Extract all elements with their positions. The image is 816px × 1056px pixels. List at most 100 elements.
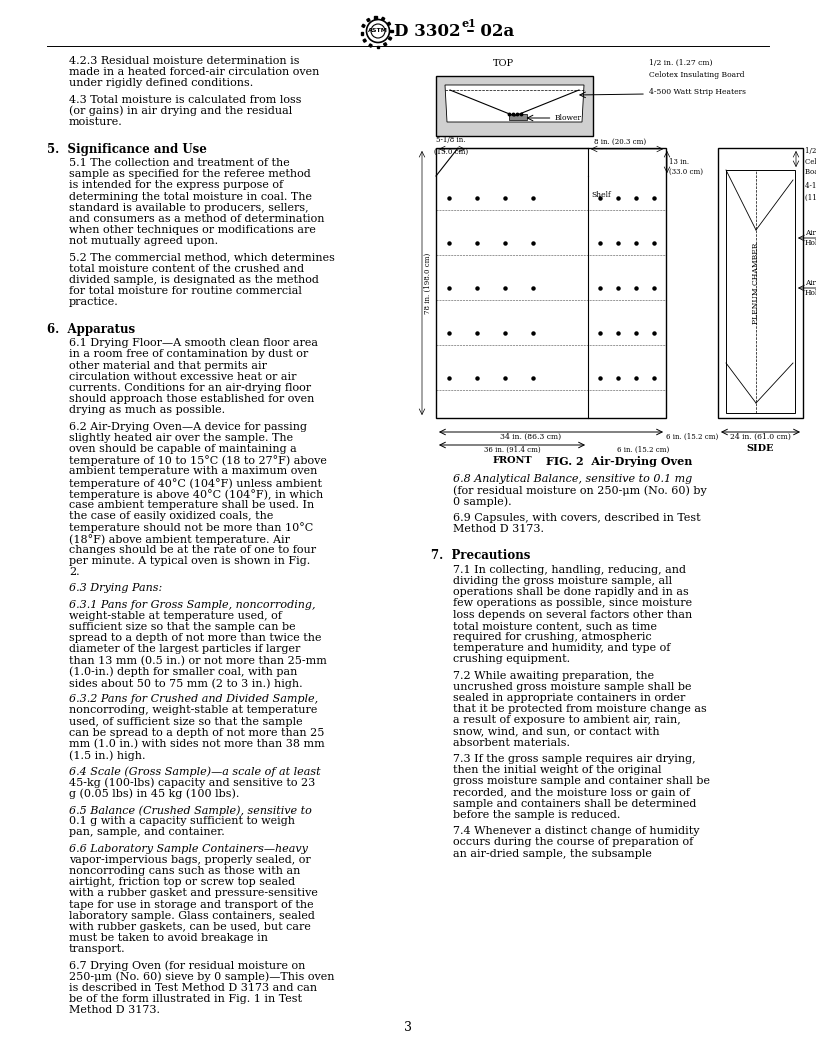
Text: 6.3.2 Pans for Crushed and Divided Sample,: 6.3.2 Pans for Crushed and Divided Sampl… [69, 694, 318, 704]
Text: 5-1/8 in.: 5-1/8 in. [437, 136, 466, 144]
Text: diameter of the largest particles if larger: diameter of the largest particles if lar… [69, 644, 300, 655]
Text: changes should be at the rate of one to four: changes should be at the rate of one to … [69, 545, 316, 554]
Text: per minute. A typical oven is shown in Fig.: per minute. A typical oven is shown in F… [69, 557, 310, 566]
Text: and consumers as a method of determination: and consumers as a method of determinati… [69, 214, 325, 224]
Text: 7.  Precautions: 7. Precautions [431, 549, 530, 563]
Bar [388, 22, 391, 25]
Text: before the sample is reduced.: before the sample is reduced. [453, 810, 620, 819]
Text: must be taken to avoid breakage in: must be taken to avoid breakage in [69, 934, 268, 943]
Text: standard is available to producers, sellers,: standard is available to producers, sell… [69, 203, 308, 212]
Text: 6.7 Drying Oven (for residual moisture on: 6.7 Drying Oven (for residual moisture o… [69, 961, 305, 972]
Text: case ambient temperature shall be used. In: case ambient temperature shall be used. … [69, 501, 314, 510]
Text: 6 in. (15.2 cm): 6 in. (15.2 cm) [617, 446, 669, 454]
Text: sample and containers shall be determined: sample and containers shall be determine… [453, 798, 696, 809]
Text: 1/2 in. (1.27 cm): 1/2 in. (1.27 cm) [649, 59, 712, 67]
Text: few operations as possible, since moisture: few operations as possible, since moistu… [453, 599, 692, 608]
Text: 6 in. (15.2 cm): 6 in. (15.2 cm) [666, 433, 718, 441]
Polygon shape [445, 84, 584, 122]
Text: absorbent materials.: absorbent materials. [453, 738, 570, 748]
Text: transport.: transport. [69, 944, 126, 955]
Text: Celotex Insulating: Celotex Insulating [805, 158, 816, 166]
Bar [508, 114, 526, 120]
Text: vapor-impervious bags, properly sealed, or: vapor-impervious bags, properly sealed, … [69, 855, 311, 865]
Text: PLENUM CHAMBER: PLENUM CHAMBER [752, 242, 760, 324]
Bar [361, 32, 363, 35]
Text: 4.2.3 Residual moisture determination is: 4.2.3 Residual moisture determination is [69, 56, 299, 65]
Text: operations shall be done rapidly and in as: operations shall be done rapidly and in … [453, 587, 689, 597]
Bar [388, 37, 392, 40]
Bar [390, 30, 392, 32]
Text: slightly heated air over the sample. The: slightly heated air over the sample. The [69, 433, 293, 442]
Text: total moisture content, such as time: total moisture content, such as time [453, 621, 657, 630]
Text: 45-kg (100-lbs) capacity and sensitive to 23: 45-kg (100-lbs) capacity and sensitive t… [69, 777, 315, 788]
Bar [377, 45, 379, 49]
Text: then the initial weight of the original: then the initial weight of the original [453, 766, 662, 775]
Text: for total moisture for routine commercial: for total moisture for routine commercia… [69, 286, 302, 296]
Text: an air-dried sample, the subsample: an air-dried sample, the subsample [453, 849, 652, 859]
Text: (or gains) in air drying and the residual: (or gains) in air drying and the residua… [69, 106, 292, 116]
Text: temperature should not be more than 10°C: temperature should not be more than 10°C [69, 523, 313, 533]
Text: temperature and humidity, and type of: temperature and humidity, and type of [453, 643, 671, 653]
Text: that it be protected from moisture change as: that it be protected from moisture chang… [453, 704, 707, 714]
Text: laboratory sample. Glass containers, sealed: laboratory sample. Glass containers, sea… [69, 911, 315, 921]
Text: not mutually agreed upon.: not mutually agreed upon. [69, 237, 218, 246]
Bar [726, 170, 795, 413]
Text: drying as much as possible.: drying as much as possible. [69, 406, 225, 415]
Text: noncorroding cans such as those with an: noncorroding cans such as those with an [69, 866, 300, 876]
Text: (1.5 in.) high.: (1.5 in.) high. [69, 750, 145, 760]
Text: with rubber gaskets, can be used, but care: with rubber gaskets, can be used, but ca… [69, 922, 311, 932]
Text: loss depends on several factors other than: loss depends on several factors other th… [453, 609, 692, 620]
Text: is intended for the express purpose of: is intended for the express purpose of [69, 181, 283, 190]
Text: divided sample, is designated as the method: divided sample, is designated as the met… [69, 275, 319, 285]
Text: temperature of 40°C (104°F) unless ambient: temperature of 40°C (104°F) unless ambie… [69, 477, 322, 489]
Text: 7.4 Whenever a distinct change of humidity: 7.4 Whenever a distinct change of humidi… [453, 826, 699, 836]
Bar [375, 16, 377, 19]
Text: 13 in.: 13 in. [669, 158, 690, 166]
Text: crushing equipment.: crushing equipment. [453, 655, 570, 664]
Text: can be spread to a depth of not more than 25: can be spread to a depth of not more tha… [69, 728, 325, 738]
Text: 0.1 g with a capacity sufficient to weigh: 0.1 g with a capacity sufficient to weig… [69, 816, 295, 826]
Text: weight-stable at temperature used, of: weight-stable at temperature used, of [69, 610, 282, 621]
Text: Board Attached: Board Attached [805, 168, 816, 176]
Text: is described in Test Method D 3173 and can: is described in Test Method D 3173 and c… [69, 983, 317, 993]
Text: required for crushing, atmospheric: required for crushing, atmospheric [453, 631, 652, 642]
Text: temperature of 10 to 15°C (18 to 27°F) above: temperature of 10 to 15°C (18 to 27°F) a… [69, 455, 327, 466]
Text: sides about 50 to 75 mm (2 to 3 in.) high.: sides about 50 to 75 mm (2 to 3 in.) hig… [69, 678, 303, 689]
Text: 7.2 While awaiting preparation, the: 7.2 While awaiting preparation, the [453, 671, 654, 680]
Text: 5.1 The collection and treatment of the: 5.1 The collection and treatment of the [69, 158, 290, 168]
Text: spread to a depth of not more than twice the: spread to a depth of not more than twice… [69, 634, 322, 643]
Text: FRONT: FRONT [492, 456, 532, 465]
Text: 24 in. (61.0 cm): 24 in. (61.0 cm) [730, 433, 791, 441]
Text: 5.2 The commercial method, which determines: 5.2 The commercial method, which determi… [69, 252, 335, 263]
Text: recorded, and the moisture loss or gain of: recorded, and the moisture loss or gain … [453, 788, 690, 797]
Bar [436, 76, 593, 136]
Text: 8 in. (20.3 cm): 8 in. (20.3 cm) [594, 138, 646, 146]
Text: other material and that permits air: other material and that permits air [69, 361, 267, 371]
Text: pan, sample, and container.: pan, sample, and container. [69, 828, 224, 837]
Text: Method D 3173.: Method D 3173. [69, 1005, 160, 1016]
Text: oven should be capable of maintaining a: oven should be capable of maintaining a [69, 444, 297, 454]
Text: 34 in. (86.3 cm): 34 in. (86.3 cm) [500, 433, 561, 441]
Text: should approach those established for oven: should approach those established for ov… [69, 394, 314, 404]
Text: moisture.: moisture. [69, 117, 122, 127]
Text: sealed in appropriate containers in order: sealed in appropriate containers in orde… [453, 693, 685, 703]
Bar [384, 42, 387, 46]
Text: airtight, friction top or screw top sealed: airtight, friction top or screw top seal… [69, 878, 295, 887]
Text: Shelf: Shelf [591, 191, 610, 199]
Text: (11.4 cm): (11.4 cm) [805, 194, 816, 202]
Text: 6.6 Laboratory Sample Containers—heavy: 6.6 Laboratory Sample Containers—heavy [69, 844, 308, 853]
Text: Air Inlet
Holes: Air Inlet Holes [805, 229, 816, 247]
Text: in a room free of contamination by dust or: in a room free of contamination by dust … [69, 350, 308, 359]
Text: (for residual moisture on 250-μm (No. 60) by: (for residual moisture on 250-μm (No. 60… [453, 485, 707, 495]
Text: dividing the gross moisture sample, all: dividing the gross moisture sample, all [453, 576, 672, 586]
Text: under rigidly defined conditions.: under rigidly defined conditions. [69, 78, 253, 89]
Text: D 3302 – 02a: D 3302 – 02a [393, 22, 514, 39]
Text: g (0.05 lbs) in 45 kg (100 lbs).: g (0.05 lbs) in 45 kg (100 lbs). [69, 789, 239, 799]
Text: temperature is above 40°C (104°F), in which: temperature is above 40°C (104°F), in wh… [69, 489, 323, 499]
Text: a result of exposure to ambient air, rain,: a result of exposure to ambient air, rai… [453, 715, 681, 725]
Text: 36 in. (91.4 cm): 36 in. (91.4 cm) [484, 446, 540, 454]
Text: uncrushed gross moisture sample shall be: uncrushed gross moisture sample shall be [453, 682, 691, 692]
Text: (1.0-in.) depth for smaller coal, with pan: (1.0-in.) depth for smaller coal, with p… [69, 666, 297, 677]
Text: SIDE: SIDE [747, 444, 774, 453]
Text: snow, wind, and sun, or contact with: snow, wind, and sun, or contact with [453, 727, 659, 736]
